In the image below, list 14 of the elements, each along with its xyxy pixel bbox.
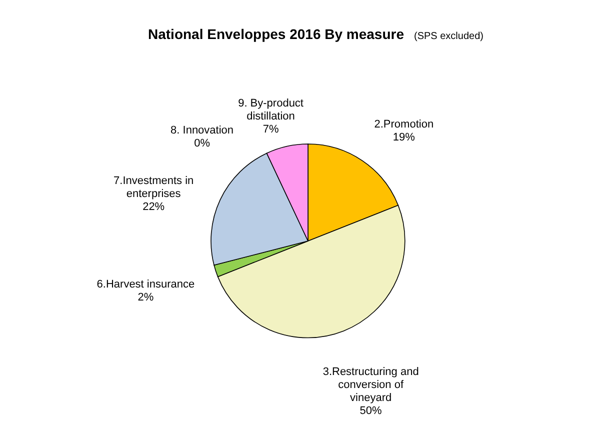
data-label: 7% [262,124,279,136]
data-label: 50% [360,404,382,417]
chart-title: National Enveloppes 2016 By measure [148,26,404,42]
chart-subtitle: (SPS excluded) [414,31,484,42]
data-label: 19% [392,132,416,144]
slice-label: 9. By-product distillation [238,98,304,123]
category-label: 8. Innovation [170,124,234,137]
slice-label: 3.Restructuring and conversion of vineyard [322,366,419,404]
text: 0% [194,138,210,150]
slice-label: 7.Investments in enterprises [114,175,194,200]
data-label: 2% [138,291,154,304]
slice-label: 6.Harvest insurance [96,278,195,290]
slice-label: 2.Promotion [374,118,434,131]
data-label: 22% [142,201,165,214]
